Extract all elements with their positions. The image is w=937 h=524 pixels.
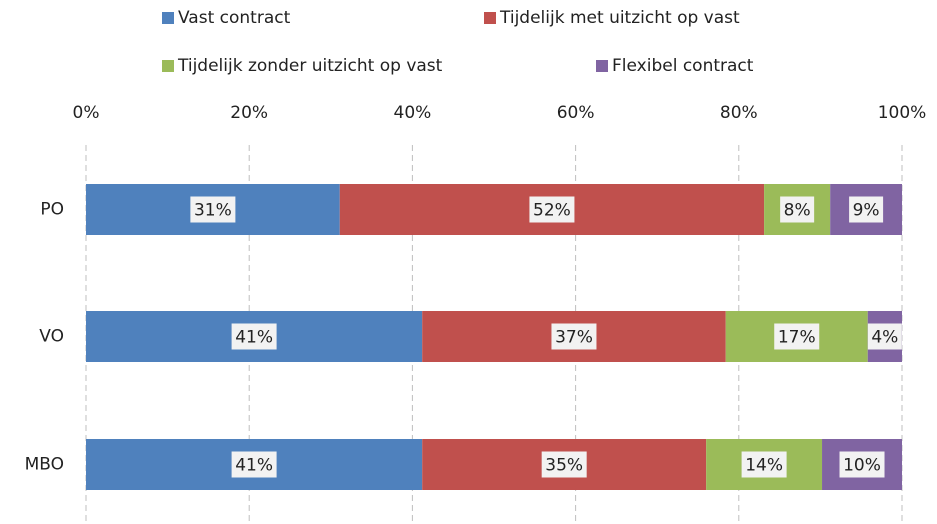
data-label-box bbox=[849, 196, 884, 223]
data-label-box bbox=[529, 196, 575, 223]
y-tick-label: PO bbox=[40, 200, 64, 220]
y-tick-label: MBO bbox=[25, 455, 64, 475]
legend-swatch bbox=[484, 12, 496, 24]
data-label: 37% bbox=[555, 328, 593, 348]
data-label: 4% bbox=[871, 328, 898, 348]
data-label: 35% bbox=[545, 456, 583, 476]
data-label-box bbox=[780, 196, 815, 223]
data-label-box bbox=[867, 323, 902, 350]
data-label: 8% bbox=[784, 201, 811, 221]
data-label-box bbox=[231, 451, 277, 478]
data-label: 10% bbox=[843, 456, 881, 476]
data-label: 31% bbox=[194, 201, 232, 221]
data-label-box bbox=[551, 323, 597, 350]
data-label-box bbox=[741, 451, 787, 478]
data-label: 41% bbox=[235, 456, 273, 476]
x-tick-label: 80% bbox=[720, 103, 758, 123]
data-label: 52% bbox=[533, 201, 571, 221]
legend-swatch bbox=[162, 60, 174, 72]
legend-label: Vast contract bbox=[178, 8, 291, 28]
data-label-box bbox=[190, 196, 236, 223]
x-tick-label: 60% bbox=[557, 103, 595, 123]
data-label-box bbox=[231, 323, 277, 350]
data-label-box bbox=[541, 451, 587, 478]
legend-label: Tijdelijk met uitzicht op vast bbox=[499, 8, 740, 28]
legend-swatch bbox=[162, 12, 174, 24]
data-label-box bbox=[839, 451, 885, 478]
y-tick-label: VO bbox=[39, 327, 64, 347]
legend-label: Tijdelijk zonder uitzicht op vast bbox=[177, 56, 443, 76]
x-tick-label: 20% bbox=[230, 103, 268, 123]
x-tick-label: 40% bbox=[394, 103, 432, 123]
legend-swatch bbox=[596, 60, 608, 72]
legend-label: Flexibel contract bbox=[612, 56, 754, 76]
x-tick-label: 0% bbox=[73, 103, 100, 123]
x-tick-label: 100% bbox=[878, 103, 927, 123]
data-label-box bbox=[774, 323, 820, 350]
data-label: 41% bbox=[235, 328, 273, 348]
data-label: 17% bbox=[778, 328, 816, 348]
data-label: 14% bbox=[745, 456, 783, 476]
data-label: 9% bbox=[853, 201, 880, 221]
